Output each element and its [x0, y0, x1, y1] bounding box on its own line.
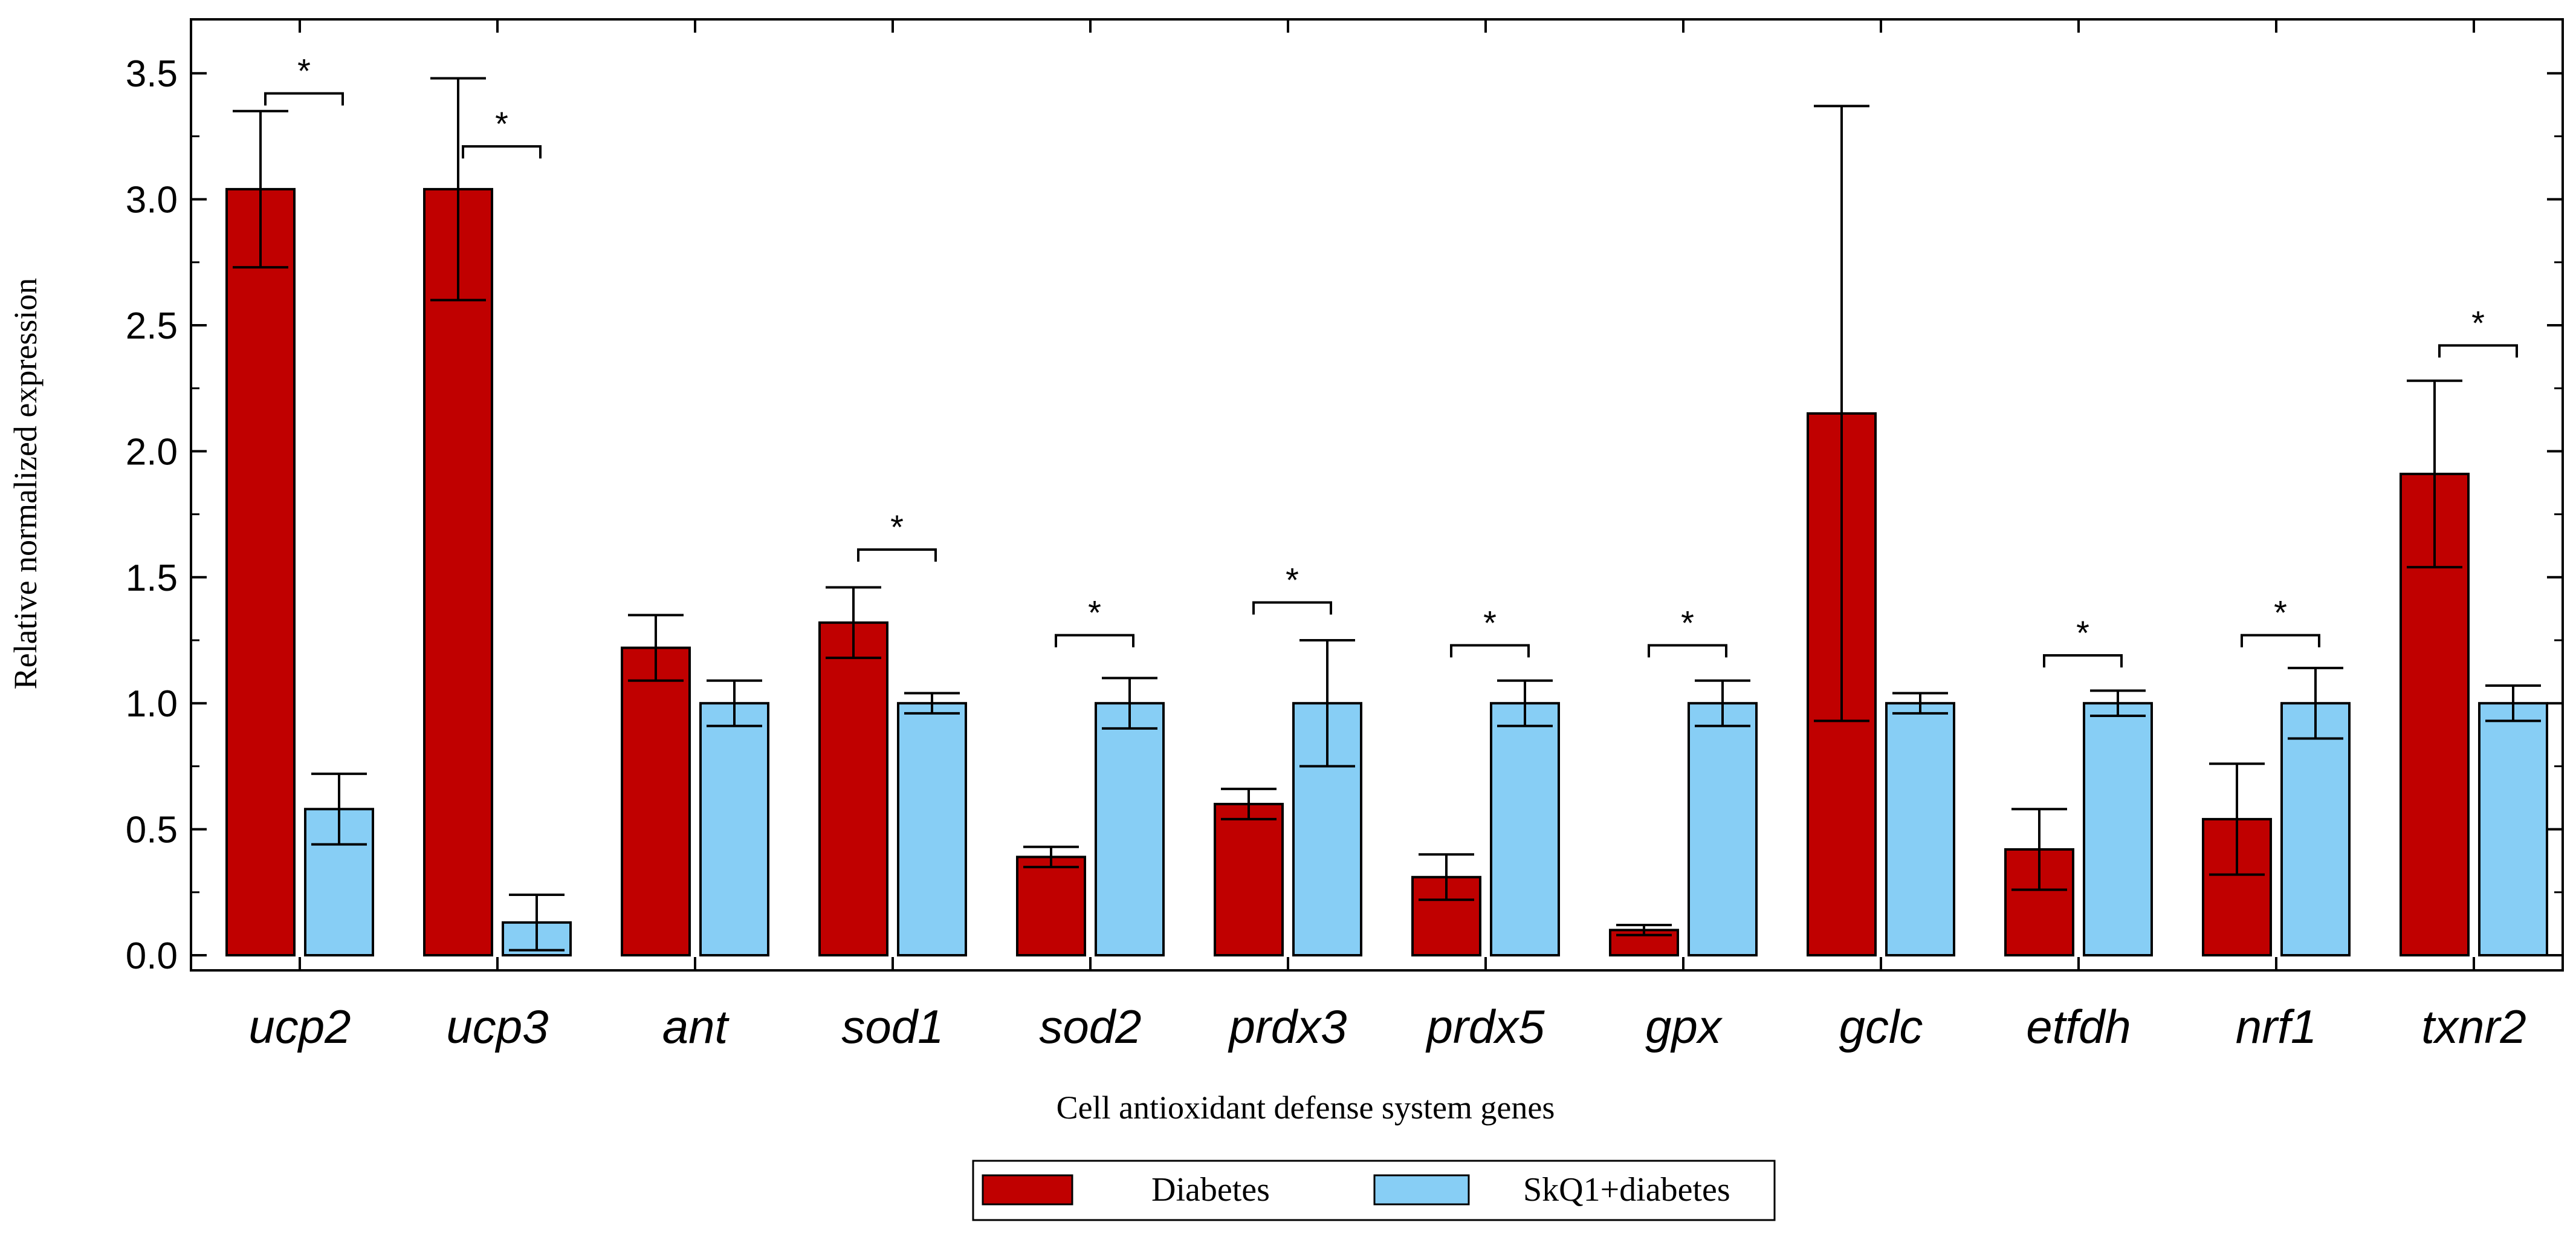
significance-layer: * * * * * * * * * * [264, 52, 2518, 668]
bar-skq1-diabetes-gclc [1885, 702, 1955, 956]
x-axis-title: Cell antioxidant defense system genes [1057, 1089, 1555, 1126]
category-label-prdx5: prdx5 [1425, 1000, 1545, 1053]
bar-diabetes-ant [621, 646, 691, 957]
significance-bracket-prdx3: * [1252, 560, 1332, 615]
error-bar-diabetes-prdx5 [1419, 853, 1474, 901]
significance-star: * [2076, 614, 2089, 652]
error-bar-skq1-diabetes-ucp3 [509, 893, 565, 952]
bar-skq1-diabetes-gpx [1688, 702, 1758, 956]
significance-star: * [890, 508, 904, 546]
category-label-prdx3: prdx3 [1228, 1000, 1347, 1053]
bar-skq1-diabetes-ant [699, 702, 769, 956]
bar-diabetes-sod2 [1016, 855, 1086, 956]
significance-star: * [1483, 603, 1497, 641]
error-bar-diabetes-etfdh [2011, 808, 2067, 891]
legend: Diabetes SkQ1+diabetes [972, 1160, 1776, 1221]
error-bar-skq1-diabetes-txnr2 [2485, 684, 2541, 722]
legend-label-diabetes: Diabetes [1151, 1171, 1270, 1209]
bar-skq1-diabetes-sod2 [1095, 702, 1165, 956]
y-tick-label: 0.5 [126, 810, 178, 851]
bar-skq1-diabetes-prdx5 [1490, 702, 1560, 956]
significance-bracket-sod1: * [857, 508, 937, 562]
significance-star: * [495, 105, 508, 143]
significance-star: * [1286, 560, 1299, 599]
error-bar-diabetes-prdx3 [1221, 787, 1277, 820]
error-bar-skq1-diabetes-sod1 [904, 692, 960, 715]
error-bar-diabetes-txnr2 [2407, 379, 2462, 569]
error-bar-skq1-diabetes-prdx3 [1299, 639, 1355, 768]
legend-swatch-diabetes [982, 1174, 1073, 1206]
y-tick-label: 2.5 [126, 305, 178, 347]
significance-bracket-prdx5: * [1450, 603, 1530, 658]
y-tick-label: 3.0 [126, 180, 178, 221]
category-label-gclc: gclc [1839, 1000, 1923, 1053]
error-bar-skq1-diabetes-ant [707, 679, 762, 727]
category-label-ant: ant [662, 1000, 730, 1053]
significance-bracket-nrf1: * [2241, 594, 2320, 648]
y-tick-label: 3.5 [126, 53, 178, 95]
error-bar-skq1-diabetes-gclc [1892, 692, 1948, 715]
significance-star: * [2274, 594, 2287, 632]
bar-skq1-diabetes-sod1 [897, 702, 967, 956]
error-bar-skq1-diabetes-ucp2 [311, 772, 367, 846]
error-bar-diabetes-ant [628, 614, 684, 682]
error-bar-diabetes-sod2 [1023, 845, 1079, 869]
error-bar-skq1-diabetes-nrf1 [2288, 666, 2343, 740]
bar-skq1-diabetes-txnr2 [2478, 702, 2548, 956]
category-label-nrf1: nrf1 [2236, 1000, 2317, 1053]
error-bar-diabetes-gpx [1616, 923, 1672, 936]
category-label-ucp3: ucp3 [446, 1000, 548, 1053]
significance-star: * [2471, 304, 2485, 342]
axes-layer: 0.0 0.5 1.0 1.5 2.0 2.5 3.0 3.5 ucp2 ucp3 ant sod1 s… [126, 18, 2564, 1053]
error-bar-diabetes-ucp2 [233, 109, 288, 269]
category-label-txnr2: txnr2 [2421, 1000, 2526, 1053]
error-bars-layer [233, 77, 2541, 952]
error-bar-diabetes-nrf1 [2209, 762, 2265, 876]
legend-swatch-skq1-diabetes [1373, 1174, 1470, 1206]
significance-star: * [297, 52, 311, 90]
error-bar-diabetes-sod1 [826, 586, 881, 660]
significance-star: * [1681, 603, 1694, 641]
error-bar-skq1-diabetes-sod2 [1102, 677, 1157, 730]
bar-skq1-diabetes-etfdh [2083, 702, 2153, 956]
y-axis-title: Relative normalized expression [7, 278, 44, 690]
bar-skq1-diabetes-nrf1 [2280, 702, 2351, 956]
significance-bracket-sod2: * [1055, 594, 1134, 648]
significance-bracket-txnr2: * [2438, 304, 2518, 358]
error-bar-skq1-diabetes-etfdh [2090, 689, 2146, 718]
plot-frame [190, 18, 2564, 972]
category-label-ucp2: ucp2 [248, 1000, 351, 1053]
legend-label-skq1-diabetes: SkQ1+diabetes [1523, 1171, 1730, 1209]
category-label-sod2: sod2 [1039, 1000, 1141, 1053]
bar-diabetes-prdx3 [1214, 802, 1284, 957]
bar-diabetes-prdx5 [1411, 875, 1481, 956]
error-bar-diabetes-ucp3 [430, 77, 486, 302]
y-tick-label: 2.0 [126, 431, 178, 473]
significance-bracket-ucp2: * [264, 52, 344, 106]
error-bar-skq1-diabetes-gpx [1695, 679, 1750, 727]
significance-bracket-ucp3: * [462, 105, 542, 159]
significance-star: * [1088, 594, 1101, 632]
y-tick-label: 1.5 [126, 557, 178, 599]
category-label-sod1: sod1 [841, 1000, 943, 1053]
significance-bracket-gpx: * [1648, 603, 1727, 658]
y-tick-label: 0.0 [126, 935, 178, 977]
category-label-gpx: gpx [1645, 1000, 1723, 1053]
error-bar-skq1-diabetes-prdx5 [1497, 679, 1553, 727]
bar-diabetes-sod1 [818, 621, 888, 956]
bar-diabetes-ucp2 [225, 187, 296, 957]
bar-diabetes-ucp3 [423, 187, 493, 957]
significance-bracket-etfdh: * [2043, 614, 2123, 668]
error-bar-diabetes-gclc [1814, 105, 1869, 722]
y-tick-label: 1.0 [126, 683, 178, 725]
category-label-etfdh: etfdh [2026, 1000, 2131, 1053]
